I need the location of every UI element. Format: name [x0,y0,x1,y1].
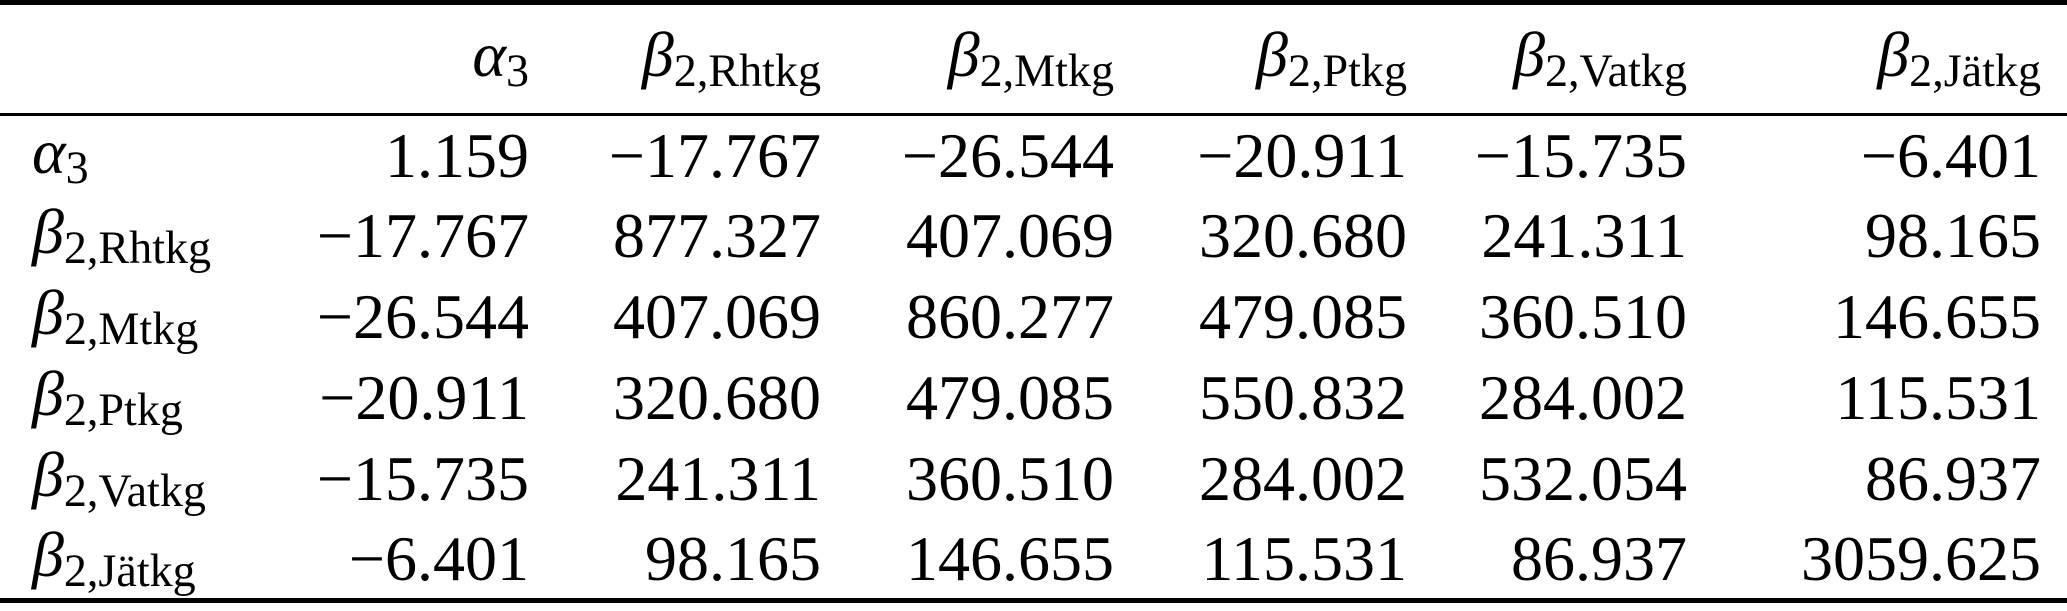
header-alpha3: α3 [290,3,555,115]
table-row-beta2-jatkg: β2,Jätkg −6.401 98.165 146.655 115.531 8… [0,520,2067,601]
subscript-label: 3 [65,142,89,194]
subscript-label: 2,Jätkg [1909,45,2041,97]
matrix-cell: 86.937 [1865,443,2041,514]
header-row: α3 β2,Rhtkg β2,Mtkg β2,Ptkg β2,Vatkg β2,… [0,3,2067,115]
matrix-cell: 407.069 [613,281,821,352]
matrix-cell: 320.680 [1199,200,1407,271]
matrix-cell: 479.085 [906,362,1114,433]
subscript-label: 2,Mtkg [979,45,1114,97]
matrix-cell: 146.655 [906,522,1114,594]
header-beta2-mtkg: β2,Mtkg [847,3,1140,115]
matrix-cell: −17.767 [316,200,529,271]
beta-symbol: β [947,19,980,91]
matrix-cell: 360.510 [906,443,1114,514]
subscript-label: 3 [505,45,529,97]
beta-symbol: β [32,519,64,591]
matrix-cell: −15.735 [1474,119,1687,191]
matrix-cell: −26.544 [901,119,1114,191]
subscript-label: 2,Ptkg [1287,45,1407,97]
header-corner [0,3,290,115]
matrix-cell: 115.531 [1201,522,1407,594]
matrix-cell: 550.832 [1199,362,1407,433]
beta-symbol: β [32,358,64,430]
matrix-cell: −6.401 [348,522,529,594]
header-beta2-vatkg: β2,Vatkg [1433,3,1713,115]
matrix-cell: −20.911 [319,362,529,433]
matrix-cell: 284.002 [1199,443,1407,514]
table-row-beta2-mtkg: β2,Mtkg −26.544 407.069 860.277 479.085 … [0,277,2067,358]
matrix-cell: −26.544 [316,281,529,352]
subscript-label: 2,Vatkg [1544,45,1687,97]
matrix-cell: 241.311 [615,443,821,514]
subscript-label: 2,Mtkg [63,303,199,355]
matrix-cell: −20.911 [1197,119,1407,191]
beta-symbol: β [32,439,64,511]
row-label-beta2-ptkg: β2,Ptkg [0,358,290,439]
subscript-label: 2,Rhtkg [63,222,212,274]
header-beta2-ptkg: β2,Ptkg [1140,3,1433,115]
beta-symbol: β [1256,19,1288,91]
matrix-cell: 241.311 [1481,200,1687,271]
beta-symbol: β [1877,19,1910,91]
matrix-cell: 532.054 [1479,443,1687,514]
matrix-cell: 1.159 [385,119,529,191]
matrix-cell: 86.937 [1511,522,1687,594]
row-label-beta2-rhtkg: β2,Rhtkg [0,196,290,277]
row-label-alpha3: α3 [0,115,290,196]
header-beta2-jatkg: β2,Jätkg [1713,3,2067,115]
matrix-cell: 320.680 [613,362,821,433]
row-label-beta2-mtkg: β2,Mtkg [0,277,290,358]
matrix-cell: 407.069 [906,200,1114,271]
alpha-symbol: α [32,116,66,188]
matrix-cell: 860.277 [906,281,1114,352]
table-row-beta2-ptkg: β2,Ptkg −20.911 320.680 479.085 550.832 … [0,358,2067,439]
row-label-beta2-vatkg: β2,Vatkg [0,439,290,520]
matrix-cell: −15.735 [316,443,529,514]
subscript-label: 2,Jätkg [63,545,196,597]
matrix-cell: −17.767 [608,119,821,191]
header-beta2-rhtkg: β2,Rhtkg [555,3,847,115]
table-header: α3 β2,Rhtkg β2,Mtkg β2,Ptkg β2,Vatkg β2,… [0,3,2067,115]
matrix-cell: 98.165 [645,522,821,594]
row-label-beta2-jatkg: β2,Jätkg [0,520,290,601]
alpha-symbol: α [472,19,506,91]
matrix-cell: 3059.625 [1801,522,2041,594]
matrix-cell: 98.165 [1865,200,2041,271]
matrix-cell: 284.002 [1479,362,1687,433]
matrix-cell: 479.085 [1199,281,1407,352]
table-row-beta2-vatkg: β2,Vatkg −15.735 241.311 360.510 284.002… [0,439,2067,520]
matrix-cell: −6.401 [1860,119,2041,191]
subscript-label: 2,Ptkg [63,384,183,436]
matrix-cell: 360.510 [1479,281,1687,352]
matrix-cell: 115.531 [1835,362,2041,433]
beta-symbol: β [641,19,674,91]
table-body: α3 1.159 −17.767 −26.544 −20.911 −15.735… [0,115,2067,601]
subscript-label: 2,Vatkg [63,465,206,517]
beta-symbol: β [32,277,64,349]
beta-symbol: β [1513,19,1545,91]
subscript-label: 2,Rhtkg [673,45,821,97]
table-row-beta2-rhtkg: β2,Rhtkg −17.767 877.327 407.069 320.680… [0,196,2067,277]
table-row-alpha3: α3 1.159 −17.767 −26.544 −20.911 −15.735… [0,115,2067,196]
matrix-cell: 146.655 [1833,281,2041,352]
matrix-cell: 877.327 [613,200,821,271]
beta-symbol: β [32,196,64,268]
